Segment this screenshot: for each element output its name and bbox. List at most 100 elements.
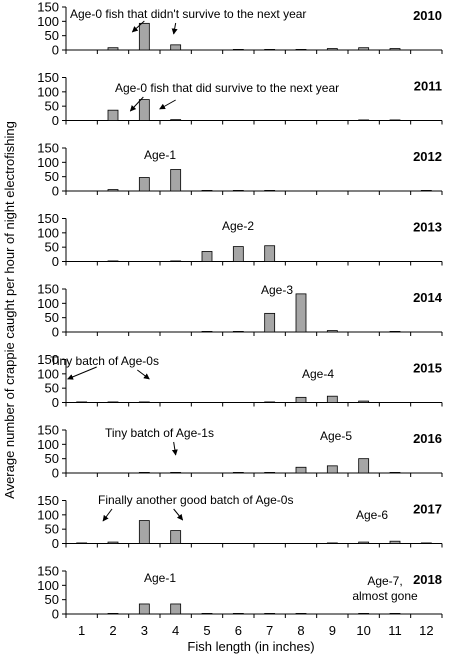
x-tick-label: 12 xyxy=(419,623,433,638)
bar-2013-6 xyxy=(232,246,244,262)
x-tick-label: 9 xyxy=(329,623,336,638)
annotation-text: Age-2 xyxy=(222,219,254,233)
annotation-text: Finally another good batch of Age-0s xyxy=(98,493,293,507)
x-tick-label: 7 xyxy=(266,623,273,638)
year-label: 2011 xyxy=(414,79,442,94)
bar-2017-11 xyxy=(389,540,401,544)
y-tick-label: 50 xyxy=(45,240,59,255)
annotation-arrow xyxy=(129,96,144,112)
bar-2016-7 xyxy=(264,472,276,474)
year-label: 2013 xyxy=(413,220,442,235)
bar-2011-2 xyxy=(107,109,119,121)
bar-2011-4 xyxy=(170,119,182,121)
bar-2016-11 xyxy=(389,472,401,474)
bar-2013-5 xyxy=(201,251,213,262)
annotation-text: Age-4 xyxy=(302,367,334,381)
bar-2014-7 xyxy=(264,312,276,333)
bar-2015-3 xyxy=(138,401,150,403)
annotation-text: Age-6 xyxy=(356,508,388,522)
bar-2015-7 xyxy=(264,401,276,403)
x-tick-label: 2 xyxy=(109,623,116,638)
x-tick-label: 6 xyxy=(235,623,242,638)
x-axis-label: Fish length (in inches) xyxy=(187,639,314,654)
bar-2018-4 xyxy=(170,603,182,615)
bar-2014-5 xyxy=(201,331,213,333)
bar-2010-8 xyxy=(295,49,307,51)
annotation-arrow xyxy=(173,508,184,521)
y-tick-label: 150 xyxy=(37,211,59,226)
bar-2018-10 xyxy=(358,613,370,615)
annotation-text: Age-5 xyxy=(320,429,352,443)
annotation-arrow xyxy=(67,366,97,380)
y-tick-label: 50 xyxy=(45,310,59,325)
bar-2013-2 xyxy=(107,260,119,262)
bar-2018-2 xyxy=(107,613,119,615)
annotation-text: Age-0 fish that did survive to the next … xyxy=(115,81,339,95)
bar-2014-11 xyxy=(389,331,401,333)
x-tick-label: 5 xyxy=(203,623,210,638)
bar-2014-9 xyxy=(326,330,338,333)
y-tick-label: 100 xyxy=(37,296,59,311)
bar-2017-3 xyxy=(138,520,150,544)
y-tick-label: 150 xyxy=(37,352,59,367)
annotation-text: Tiny batch of Age-1s xyxy=(105,426,214,440)
bar-2010-3 xyxy=(138,22,150,51)
y-tick-label: 100 xyxy=(37,507,59,522)
y-tick-label: 150 xyxy=(37,0,59,15)
bar-2017-2 xyxy=(107,541,119,544)
bar-2012-7 xyxy=(264,190,276,192)
y-tick-label: 100 xyxy=(37,366,59,381)
bar-2010-7 xyxy=(264,49,276,51)
bar-2012-6 xyxy=(232,190,244,192)
y-tick-label: 100 xyxy=(37,578,59,593)
y-tick-label: 100 xyxy=(37,225,59,240)
bar-2018-3 xyxy=(138,603,150,615)
annotation-arrow xyxy=(171,441,178,456)
bar-2016-6 xyxy=(232,472,244,474)
y-tick-label: 100 xyxy=(37,437,59,452)
annotation-arrow xyxy=(137,369,150,380)
bar-2017-4 xyxy=(170,530,182,544)
year-label: 2016 xyxy=(413,431,442,446)
year-label: 2012 xyxy=(413,149,442,164)
y-tick-label: 150 xyxy=(37,141,59,156)
bar-2016-4 xyxy=(170,472,182,474)
year-label: 2017 xyxy=(413,502,442,517)
bar-2010-2 xyxy=(107,47,119,51)
x-tick-label: 4 xyxy=(172,623,179,638)
y-tick-label: 0 xyxy=(52,254,59,269)
bar-2016-9 xyxy=(326,465,338,474)
y-tick-label: 50 xyxy=(45,381,59,396)
bar-2015-8 xyxy=(295,396,307,403)
year-label: 2010 xyxy=(413,8,442,23)
y-tick-label: 150 xyxy=(37,70,59,85)
annotation-text: almost gone xyxy=(352,589,418,603)
bar-2017-12 xyxy=(420,542,432,544)
bar-2010-9 xyxy=(326,48,338,51)
bar-2012-5 xyxy=(201,190,213,192)
bar-2018-7 xyxy=(264,613,276,615)
x-tick-label: 3 xyxy=(141,623,148,638)
year-label: 2018 xyxy=(413,572,442,587)
x-tick-labels: 1 2 3 4 5 6 7 8 9 10 11 12 xyxy=(78,623,434,638)
bar-2015-9 xyxy=(326,395,338,403)
y-tick-label: 50 xyxy=(45,592,59,607)
annotation-arrow xyxy=(131,20,145,33)
bar-2018-11 xyxy=(389,613,401,615)
y-tick-label: 150 xyxy=(37,282,59,297)
bar-2010-6 xyxy=(232,49,244,51)
bar-2015-10 xyxy=(358,400,370,403)
y-tick-label: 0 xyxy=(52,607,59,622)
y-tick-label: 0 xyxy=(52,466,59,481)
bar-2014-6 xyxy=(232,331,244,333)
annotation-text: Age-3 xyxy=(261,283,293,297)
y-tick-label: 0 xyxy=(52,536,59,551)
bar-2014-8 xyxy=(295,293,307,333)
